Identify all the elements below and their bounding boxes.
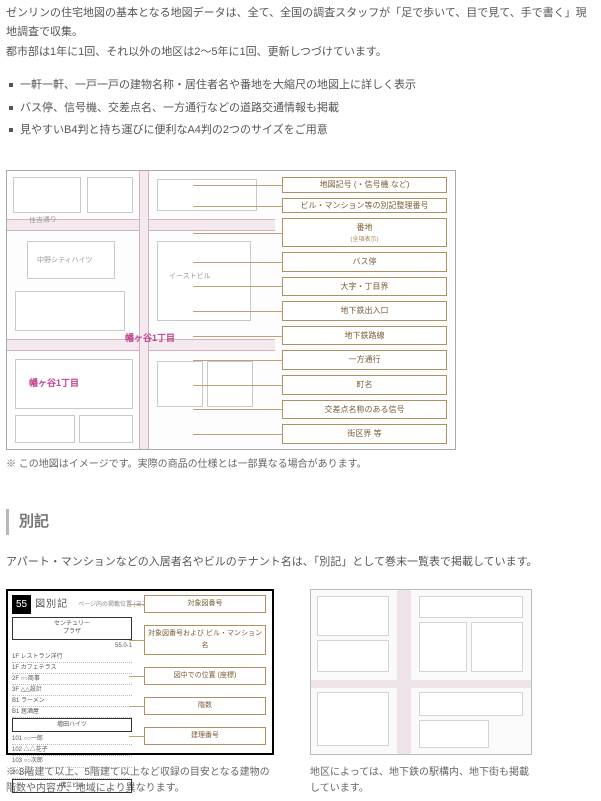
map-legend-item: 一方通行 <box>282 350 447 370</box>
bekki-page-number: 55 <box>12 595 31 614</box>
bekki-building: センチュリー プラザ <box>12 617 132 639</box>
intro-line-2: 都市部は1年に1回、それ以外の地区は2～5年に1回、更新しつづけています。 <box>6 43 595 62</box>
station-figure: 地区によっては、地下鉄の駅構内、地下街も掲載しています。 <box>310 589 532 797</box>
map-legend-item: ビル・マンション等の別記整理番号 <box>282 198 447 214</box>
bekki-list-row: 1F レストラン洋行 <box>12 652 132 663</box>
map-legend: 地図記号 (・信号機 など) ビル・マンション等の別記整理番号番地(全項表示) バス… <box>282 177 447 450</box>
district-label: 幡ヶ谷1丁目 <box>125 331 175 346</box>
station-caption: 地区によっては、地下鉄の駅構内、地下街も掲載しています。 <box>310 765 532 797</box>
map-legend-item: 番地(全項表示) <box>282 218 447 247</box>
district-label: 幡ヶ谷1丁目 <box>29 376 79 391</box>
bekki-panel: 55 図別記 ページ内の掲載位置 (ヨコ・タテ) センチュリー プラザ55.0-… <box>6 589 274 755</box>
map-legend-item: ブロック(街区)番号(・地番表示他) <box>282 449 447 450</box>
feature-item: バス停、信号機、交差点名、一方通行などの道路交通情報も掲載 <box>6 99 595 118</box>
bekki-list-row: 3F △△設計 <box>12 685 132 696</box>
intro-line-1: ゼンリンの住宅地図の基本となる地図データは、全て、全国の調査スタッフが「足で歩い… <box>6 4 595 41</box>
feature-item: 見やすいB4判と持ち運びに便利なA4判の2つのサイズをご用意 <box>6 121 595 140</box>
building-label: 中野シティハイツ <box>37 255 92 267</box>
map-legend-item: 地下鉄出入口 <box>282 301 447 321</box>
bekki-list-row: 103 ○○次郎 <box>12 756 132 767</box>
bekki-building: 橋立ビル <box>12 779 132 793</box>
bekki-list-row: 2F ○○商事 <box>12 674 132 685</box>
bottom-figures: 55 図別記 ページ内の掲載位置 (ヨコ・タテ) センチュリー プラザ55.0-… <box>6 589 595 797</box>
map-figure: 幡ヶ谷1丁目 幡ヶ谷1丁目 住吉通り 中野シティハイツ イーストビル 地図記号 … <box>6 170 595 473</box>
bekki-list-row: 102 △△花子 <box>12 745 132 756</box>
map-legend-item: 地下鉄路線 <box>282 326 447 346</box>
section-heading-bekki: 別記 <box>6 509 595 535</box>
map-legend-item: バス停 <box>282 252 447 272</box>
bekki-lead: アパート・マンションなどの入居者名やビルのテナント名は、「別記」として巻末一覧表… <box>6 553 595 572</box>
bekki-callout: 対象図番号 <box>144 595 266 613</box>
map-illustration: 幡ヶ谷1丁目 幡ヶ谷1丁目 住吉通り 中野シティハイツ イーストビル 地図記号 … <box>6 170 456 450</box>
bekki-callout: 図中での位置 (座標) <box>144 667 266 685</box>
station-illustration <box>310 589 532 755</box>
bekki-address: 55.0-1 <box>12 642 132 650</box>
intro: ゼンリンの住宅地図の基本となる地図データは、全て、全国の調査スタッフが「足で歩い… <box>6 4 595 62</box>
street-label: 住吉通り <box>29 214 58 227</box>
bekki-list-row: 101 ○○一郎 <box>12 734 132 745</box>
map-legend-item: 地図記号 (・信号機 など) <box>282 177 447 193</box>
bekki-figure: 55 図別記 ページ内の掲載位置 (ヨコ・タテ) センチュリー プラザ55.0-… <box>6 589 276 797</box>
bekki-list-row: B1 居酒屋 <box>12 707 132 718</box>
bekki-building: 増田ハイツ <box>12 718 132 732</box>
bekki-left-column: センチュリー プラザ 55.0-1 1F レストラン洋行1F カフェテラス2F ○○… <box>12 617 132 794</box>
bekki-callouts: 対象図番号対象図番号および ビル・マンション名図中での位置 (座標)階数建理番号 <box>144 595 266 756</box>
feature-item: 一軒一軒、一戸一戸の建物名称・居住者名や番地を大縮尺の地図上に詳しく表示 <box>6 76 595 95</box>
map-legend-item: 交差点名称のある信号 <box>282 400 447 420</box>
building-label: イーストビル <box>169 271 211 283</box>
map-caption: ※ この地図はイメージです。実際の商品の仕様とは一部異なる場合があります。 <box>6 456 595 473</box>
bekki-callout: 対象図番号および ビル・マンション名 <box>144 625 266 655</box>
bekki-callout: 建理番号 <box>144 727 266 745</box>
bekki-title: 図別記 <box>35 596 68 613</box>
map-legend-item: 町名 <box>282 375 447 395</box>
feature-list: 一軒一軒、一戸一戸の建物名称・居住者名や番地を大縮尺の地図上に詳しく表示 バス停… <box>6 76 595 140</box>
map-legend-item: 街区界 等 <box>282 424 447 444</box>
bekki-list-row: 1F カフェテラス <box>12 663 132 674</box>
map-legend-item: 大字・丁目界 <box>282 277 447 297</box>
bekki-list-row: B1 ラーメン <box>12 696 132 707</box>
bekki-list-row: 201 ○○ <box>12 768 132 779</box>
